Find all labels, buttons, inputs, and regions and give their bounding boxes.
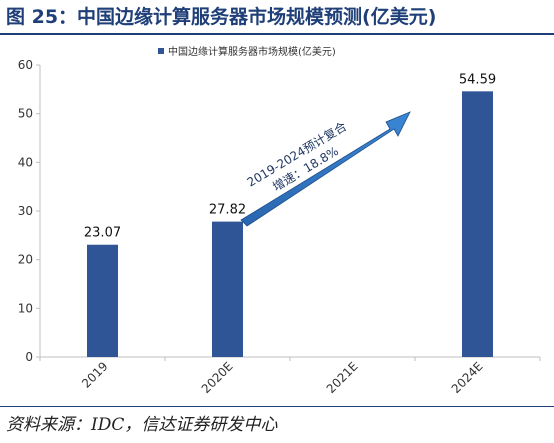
growth-arrow <box>240 111 411 227</box>
bars <box>87 91 493 357</box>
growth-annotation: 2019-2024预计复合 增速：18.8% <box>240 111 411 227</box>
data-labels: 23.07 27.82 54.59 <box>84 72 496 240</box>
legend-label: 中国边缘计算服务器市场规模(亿美元) <box>168 45 336 58</box>
bar-2024e <box>462 91 493 357</box>
y-tick-label: 20 <box>18 253 33 267</box>
x-tick-label: 2021E <box>324 359 361 396</box>
y-tick-label: 40 <box>18 155 33 169</box>
x-tick-label: 2020E <box>199 359 236 396</box>
bar-value-label: 23.07 <box>84 226 121 241</box>
y-tick-label: 0 <box>25 350 33 364</box>
title-divider <box>0 33 554 35</box>
bar-2020e <box>212 221 243 357</box>
figure-title: 图 25：中国边缘计算服务器市场规模预测(亿美元) <box>6 6 437 28</box>
source-note: 资料来源：IDC，信达证券研发中心 <box>6 415 278 435</box>
source-divider <box>0 406 554 407</box>
y-tick-label: 30 <box>18 204 33 218</box>
x-tick-label: 2019 <box>79 359 110 390</box>
legend-swatch <box>158 48 164 54</box>
bar-2019 <box>87 244 118 357</box>
y-tick-label: 60 <box>18 58 33 72</box>
bar-value-label: 27.82 <box>209 203 246 218</box>
x-tick-label: 2024E <box>449 359 486 396</box>
y-tick-label: 50 <box>18 107 33 121</box>
legend: 中国边缘计算服务器市场规模(亿美元) <box>158 45 336 58</box>
y-tick-label: 10 <box>18 301 33 315</box>
bar-value-label: 54.59 <box>459 72 496 87</box>
